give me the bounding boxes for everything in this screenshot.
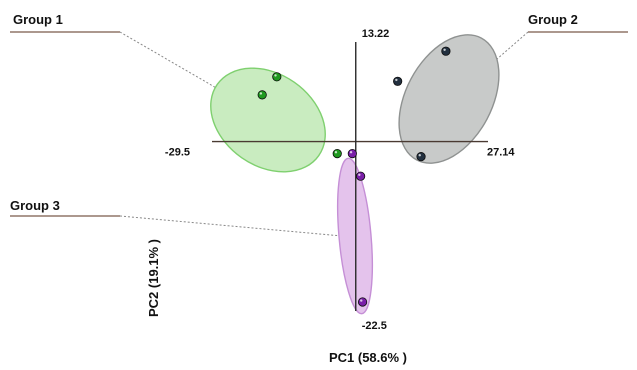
y-axis-max-label: 13.22 — [362, 28, 390, 40]
group-3-label: Group 3 — [10, 198, 60, 213]
group-1-point — [272, 72, 282, 82]
group-3-point-highlight — [349, 151, 353, 154]
group-1-point — [332, 149, 342, 159]
group-labels: Group 1 Group 2 Group 3 — [10, 12, 578, 213]
group-3-point — [356, 171, 366, 181]
x-axis-title: PC1 (58.6% ) — [329, 350, 407, 365]
group-3-point-highlight — [358, 173, 361, 176]
group-3-point — [357, 297, 368, 307]
group-2-ellipse — [398, 34, 500, 164]
axes — [212, 42, 488, 311]
group-3-ellipse — [336, 157, 374, 315]
group-2-point — [416, 152, 426, 162]
x-axis-min-label: -29.5 — [165, 147, 190, 159]
group-1-point-highlight — [334, 151, 338, 154]
group-1-ellipse — [210, 67, 326, 173]
group-3-point-highlight — [360, 299, 363, 302]
data-points — [257, 46, 451, 307]
group-1-point-highlight — [274, 74, 277, 77]
group-1-point-highlight — [259, 92, 263, 95]
group-ellipses — [210, 34, 500, 315]
group-2-point-highlight — [395, 78, 398, 82]
group-2-label: Group 2 — [528, 12, 578, 27]
group-3-leader-line — [119, 215, 343, 237]
y-axis-title: PC2 (19.1% ) — [146, 239, 161, 317]
group-1-point — [257, 90, 267, 100]
group-2-point-highlight — [418, 154, 421, 157]
group-1-leader-line — [119, 31, 269, 119]
y-axis-min-label: -22.5 — [362, 320, 387, 332]
group-2-point — [441, 46, 451, 56]
group-3-point — [347, 149, 357, 159]
x-axis-max-label: 27.14 — [487, 147, 515, 159]
group-2-point — [393, 76, 403, 86]
group-1-label: Group 1 — [13, 12, 63, 27]
group-2-point-highlight — [443, 48, 446, 51]
